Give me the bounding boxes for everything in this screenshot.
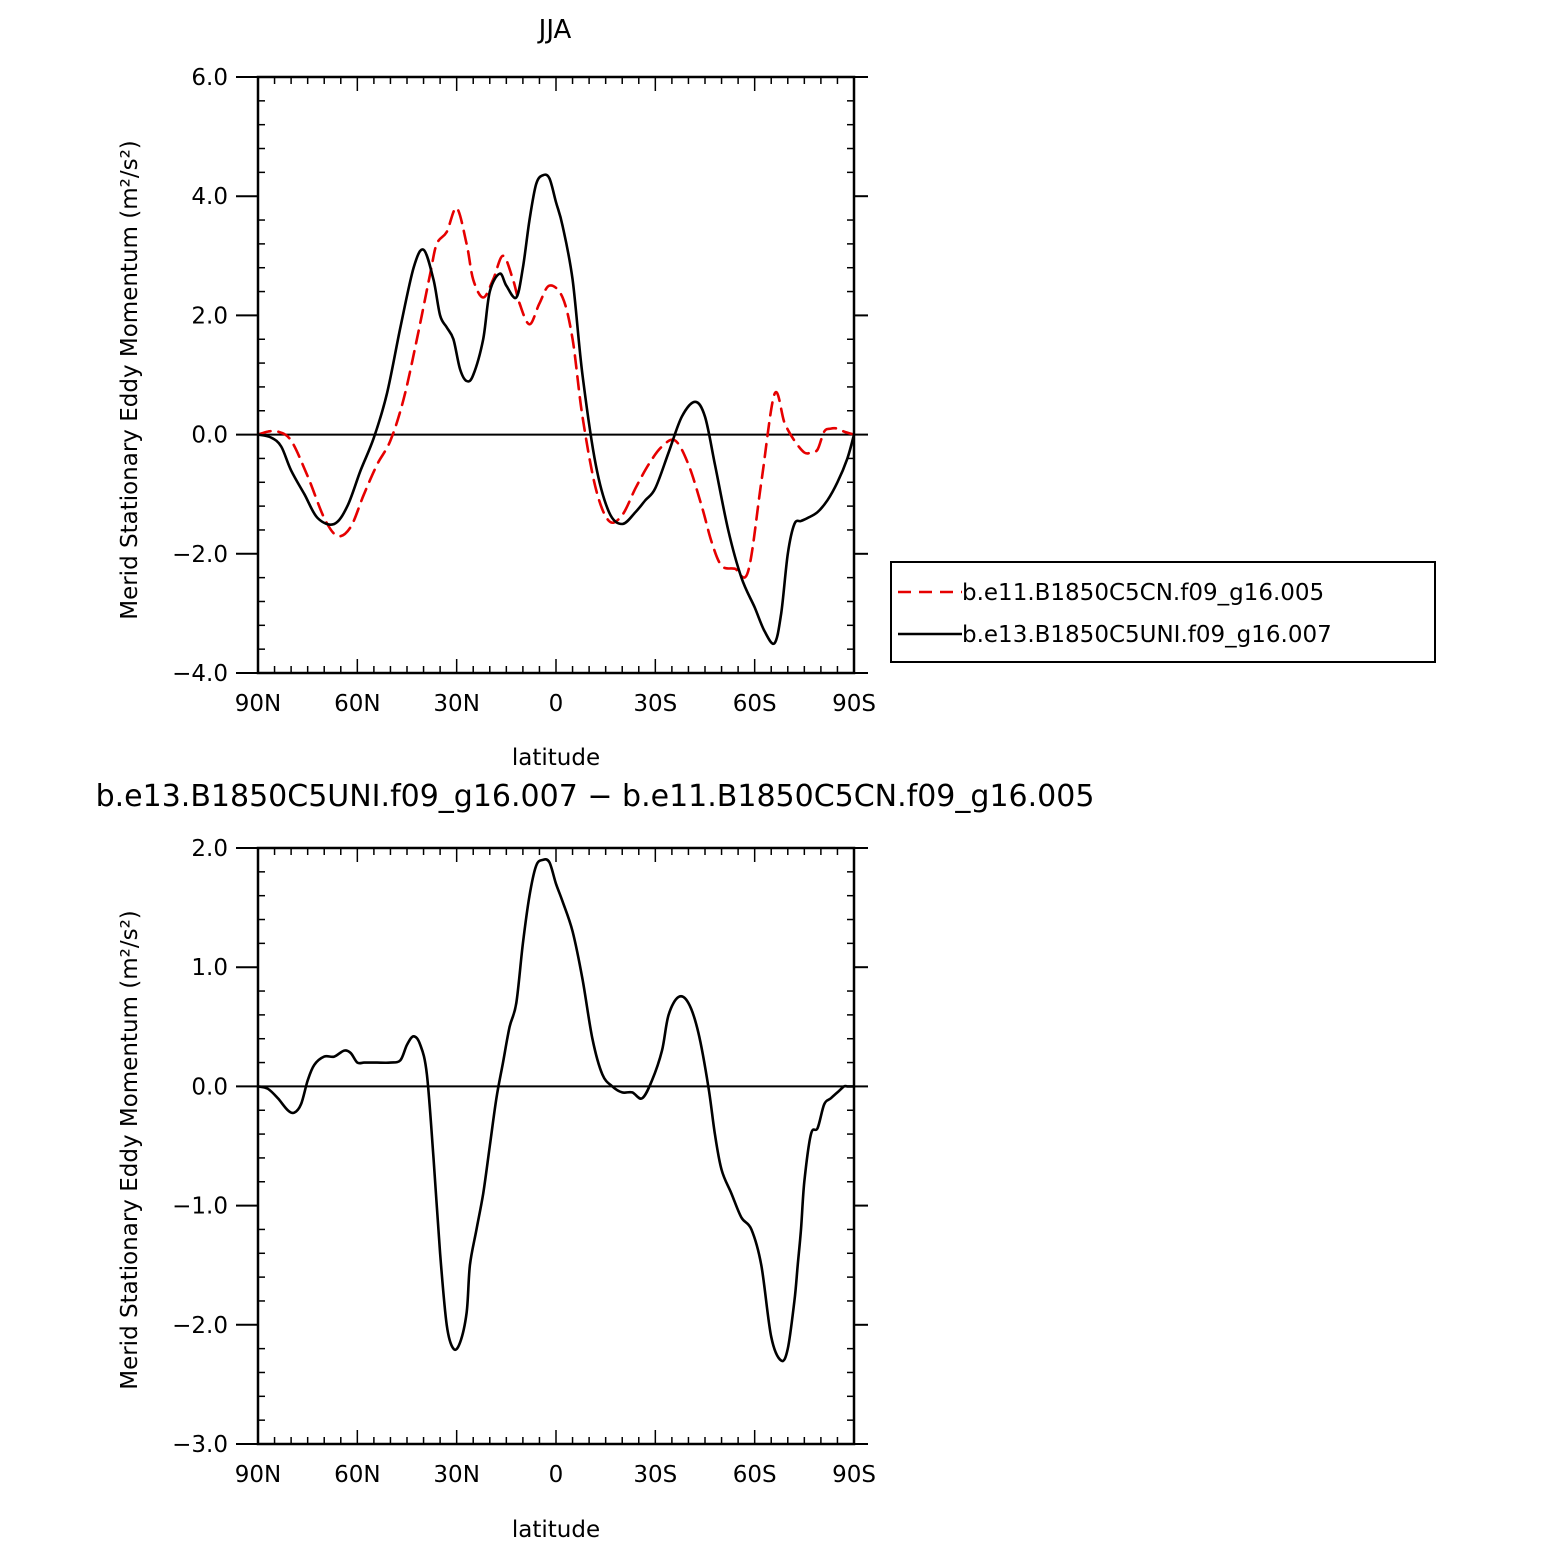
y-tick-label: 2.0 [191,836,228,862]
top-chart-title: JJA [537,15,572,45]
x-tick-label: 60N [334,691,380,717]
bottom-plot-frame [256,846,856,1446]
y-tick-label: −4.0 [172,661,228,687]
legend: b.e11.B1850C5CN.f09_g16.005 b.e13.B1850C… [890,561,1436,663]
top-x-axis-label: latitude [512,745,600,771]
y-tick-label: −1.0 [172,1194,228,1220]
y-tick-label: 6.0 [191,65,228,91]
bottom-chart-title: b.e13.B1850C5UNI.f09_g16.007 − b.e11.B18… [96,779,1095,814]
top-series-lines [256,173,856,646]
bottom-x-tick-labels: 90N 60N 30N 0 30S 60S 90S [235,1462,876,1488]
x-tick-label: 90N [235,1462,281,1488]
series-line-2 [256,173,856,646]
x-tick-label: 30N [433,1462,479,1488]
top-y-tick-labels: 6.0 4.0 2.0 0.0 −2.0 −4.0 [172,65,228,687]
top-plot-frame [256,75,856,675]
y-tick-label: −2.0 [172,542,228,568]
y-tick-label: −3.0 [172,1432,228,1458]
bottom-panel: b.e13.B1850C5UNI.f09_g16.007 − b.e11.B18… [96,779,1095,1543]
top-panel: JJA 90N 60N 30N 0 30S 60S 90S 6.0 4.0 2.0 0.0 −2.0… [117,15,1436,771]
x-tick-label: 30N [433,691,479,717]
series-line-1 [256,858,856,1363]
x-tick-label: 0 [549,1462,564,1488]
y-tick-label: 2.0 [191,303,228,329]
x-tick-label: 60S [733,1462,777,1488]
x-tick-label: 60S [733,691,777,717]
bottom-series-lines [256,858,856,1363]
top-y-axis-label: Merid Stationary Eddy Momentum (m²/s²) [117,140,143,620]
y-tick-label: 0.0 [191,1074,228,1100]
x-tick-label: 30S [633,691,677,717]
bottom-y-axis-label: Merid Stationary Eddy Momentum (m²/s²) [117,910,143,1390]
y-tick-label: 1.0 [191,955,228,981]
legend-label-series-1: b.e11.B1850C5CN.f09_g16.005 [962,580,1324,606]
x-tick-label: 30S [633,1462,677,1488]
series-line-1 [256,206,856,579]
x-tick-label: 0 [549,691,564,717]
y-tick-label: 0.0 [191,423,228,449]
bottom-axis-ticks [236,847,868,1445]
x-tick-label: 60N [334,1462,380,1488]
x-tick-label: 90S [832,1462,876,1488]
y-tick-label: 4.0 [191,184,228,210]
legend-box [890,561,1436,663]
top-x-tick-labels: 90N 60N 30N 0 30S 60S 90S [235,691,876,717]
x-tick-label: 90S [832,691,876,717]
x-tick-label: 90N [235,691,281,717]
legend-label-series-2: b.e13.B1850C5UNI.f09_g16.007 [962,622,1332,648]
bottom-y-tick-labels: 2.0 1.0 0.0 −1.0 −2.0 −3.0 [172,836,228,1458]
y-tick-label: −2.0 [172,1313,228,1339]
bottom-x-axis-label: latitude [512,1517,600,1543]
